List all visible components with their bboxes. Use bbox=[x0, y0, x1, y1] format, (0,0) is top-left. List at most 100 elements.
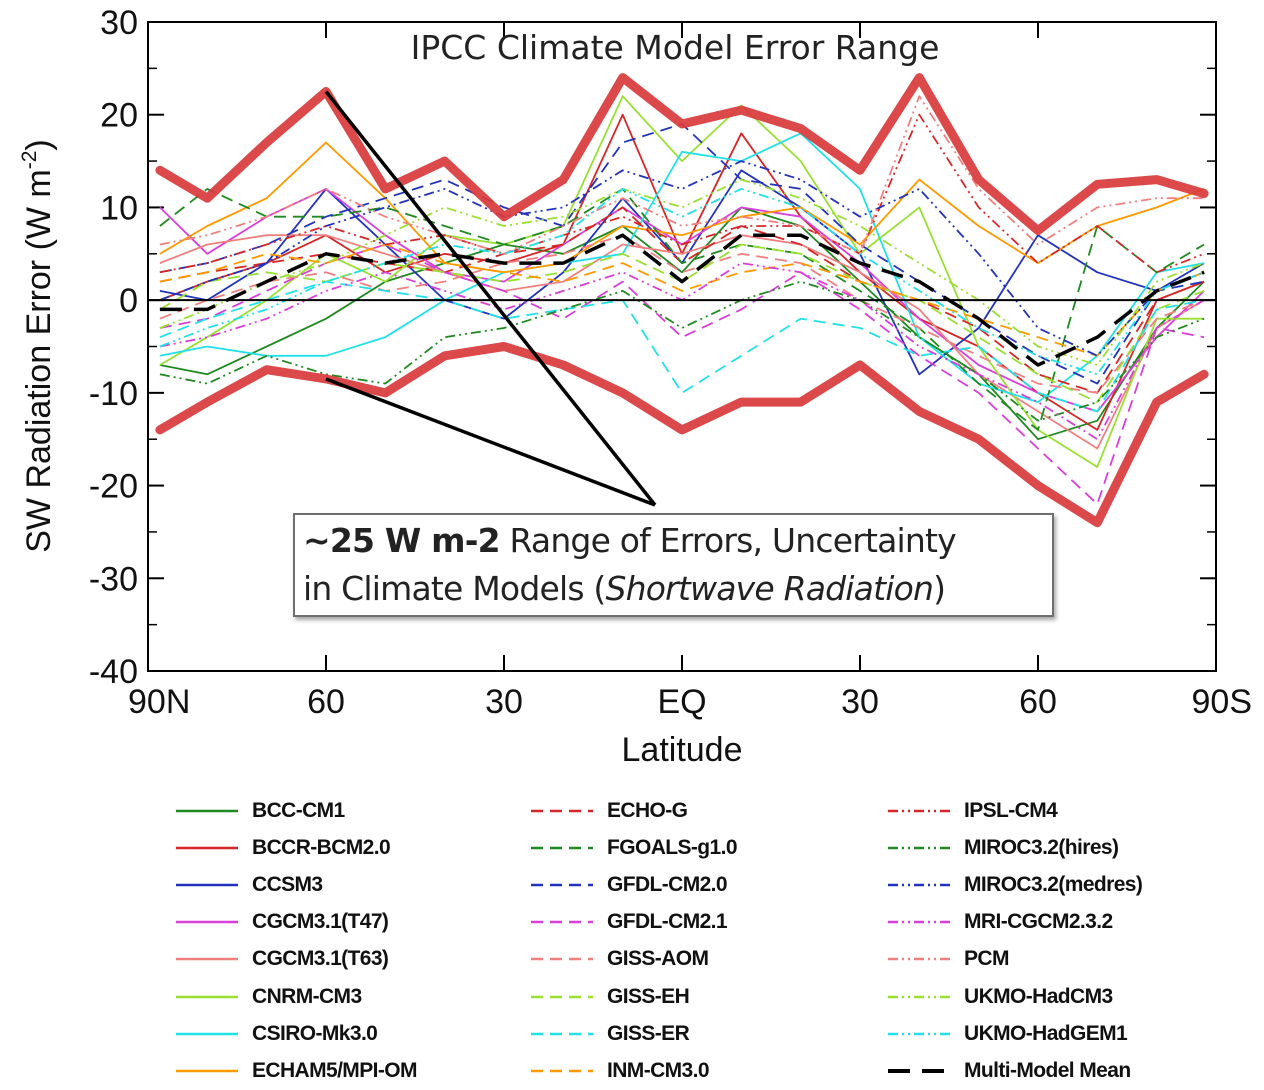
y-tick-label: -20 bbox=[89, 468, 138, 506]
y-tick-label: -30 bbox=[89, 560, 138, 598]
legend-label: MIROC3.2(medres) bbox=[964, 872, 1143, 896]
legend-swatch bbox=[531, 958, 593, 961]
legend-item: BCC-CM1 bbox=[176, 792, 531, 829]
legend-swatch bbox=[176, 809, 238, 812]
legend-swatch bbox=[531, 995, 593, 998]
x-tick-label: 30 bbox=[485, 683, 523, 721]
legend-label: CSIRO-Mk3.0 bbox=[252, 1021, 378, 1045]
y-tick-label: -10 bbox=[89, 375, 138, 413]
x-tick-label: 60 bbox=[1019, 683, 1057, 721]
series-line bbox=[159, 160, 1205, 357]
legend-item: CCSM3 bbox=[176, 866, 531, 903]
annotation-text: ~25 W m-2 Range of Errors, Uncertainty i… bbox=[303, 517, 1046, 613]
annotation-box: ~25 W m-2 Range of Errors, Uncertainty i… bbox=[293, 513, 1054, 617]
envelope-upper bbox=[155, 73, 1209, 236]
legend-label: ECHO-G bbox=[607, 798, 688, 822]
y-tick-label: 30 bbox=[100, 4, 138, 42]
legend-item: FGOALS-g1.0 bbox=[531, 829, 888, 866]
legend-label: INM-CM3.0 bbox=[607, 1058, 710, 1082]
legend-item: CGCM3.1(T47) bbox=[176, 904, 531, 941]
series-line bbox=[159, 243, 1205, 506]
x-tick-label: 90N bbox=[128, 683, 190, 721]
series-line bbox=[159, 233, 1205, 367]
y-axis-label-sup: -2 bbox=[18, 151, 41, 170]
legend-swatch bbox=[888, 1068, 950, 1073]
legend-label: GFDL-CM2.0 bbox=[607, 872, 728, 896]
legend-swatch bbox=[888, 883, 950, 887]
legend-item: MIROC3.2(hires) bbox=[888, 829, 1236, 866]
series-line bbox=[159, 187, 1205, 431]
legend-label: UKMO-HadGEM1 bbox=[964, 1021, 1128, 1045]
legend-swatch bbox=[176, 1032, 238, 1035]
x-axis-label: Latitude bbox=[622, 731, 743, 769]
legend-swatch bbox=[888, 958, 950, 961]
series-line bbox=[159, 132, 1205, 404]
legend-item: INM-CM3.0 bbox=[531, 1052, 888, 1089]
legend-swatch bbox=[176, 920, 238, 924]
legend-swatch bbox=[888, 1032, 950, 1035]
legend-label: BCCR-BCM2.0 bbox=[252, 835, 391, 859]
y-tick-label: -40 bbox=[89, 653, 138, 691]
y-axis-label-main: SW Radiation Error (W m bbox=[20, 169, 58, 553]
legend-item: Multi-Model Mean bbox=[888, 1052, 1236, 1089]
series-line bbox=[159, 234, 1205, 450]
legend-swatch bbox=[888, 809, 950, 812]
pointer-line-lower bbox=[325, 377, 656, 507]
legend-label: GISS-EH bbox=[607, 984, 690, 1008]
legend-item: GISS-EH bbox=[531, 978, 888, 1015]
legend-item: UKMO-HadCM3 bbox=[888, 978, 1236, 1015]
annotation-line2c: ) bbox=[933, 569, 946, 608]
legend-label: UKMO-HadCM3 bbox=[964, 984, 1113, 1008]
legend-swatch bbox=[531, 1032, 593, 1035]
legend: BCC-CM1 BCCR-BCM2.0 CCSM3 CGCM3.1(T47) CGCM3… bbox=[176, 792, 1236, 1088]
chart-title: IPCC Climate Model Error Range bbox=[411, 28, 940, 67]
annotation-line2b: Shortwave Radiation bbox=[605, 569, 934, 608]
legend-label: FGOALS-g1.0 bbox=[607, 835, 738, 859]
legend-swatch bbox=[888, 846, 950, 850]
y-axis-label-end: ) bbox=[20, 139, 58, 150]
annotation-line2a: in Climate Models ( bbox=[303, 569, 606, 608]
series-line bbox=[159, 113, 1205, 274]
envelope-lower bbox=[155, 342, 1209, 528]
legend-label: MIROC3.2(hires) bbox=[964, 835, 1119, 859]
legend-label: CCSM3 bbox=[252, 872, 323, 896]
legend-swatch bbox=[176, 995, 238, 998]
legend-item: CSIRO-Mk3.0 bbox=[176, 1015, 531, 1052]
legend-swatch bbox=[888, 995, 950, 998]
series-line bbox=[159, 243, 1205, 357]
legend-item: MRI-CGCM2.3.2 bbox=[888, 904, 1236, 941]
legend-label: CNRM-CM3 bbox=[252, 984, 362, 1008]
legend-item: MIROC3.2(medres) bbox=[888, 866, 1236, 903]
legend-swatch bbox=[176, 846, 238, 850]
series-line bbox=[159, 95, 1205, 255]
legend-label: GISS-ER bbox=[607, 1021, 690, 1045]
pointer-line-upper bbox=[324, 90, 657, 507]
legend-label: CGCM3.1(T47) bbox=[252, 910, 389, 934]
legend-label: ECHAM5/MPI-OM bbox=[252, 1058, 417, 1082]
legend-label: MRI-CGCM2.3.2 bbox=[964, 910, 1113, 934]
series-line bbox=[159, 234, 1205, 394]
series-layer bbox=[159, 95, 1205, 506]
annotation-pointers bbox=[324, 90, 657, 507]
legend-label: PCM bbox=[964, 947, 1009, 971]
legend-swatch bbox=[531, 809, 593, 812]
legend-item: BCCR-BCM2.0 bbox=[176, 829, 531, 866]
legend-item: GFDL-CM2.1 bbox=[531, 904, 888, 941]
annotation-line1: Range of Errors, Uncertainty bbox=[499, 521, 956, 560]
legend-item: ECHAM5/MPI-OM bbox=[176, 1052, 531, 1089]
series-line bbox=[159, 141, 1205, 274]
legend-label: IPSL-CM4 bbox=[964, 798, 1058, 822]
series-line bbox=[159, 280, 1205, 413]
y-tick-label: 20 bbox=[100, 97, 138, 135]
legend-item: CGCM3.1(T63) bbox=[176, 941, 531, 978]
legend-label: Multi-Model Mean bbox=[964, 1058, 1131, 1082]
legend-swatch bbox=[531, 846, 593, 850]
legend-swatch bbox=[531, 883, 593, 887]
legend-label: GFDL-CM2.1 bbox=[607, 910, 728, 934]
series-line bbox=[159, 206, 1205, 441]
x-tick-label: 30 bbox=[841, 683, 879, 721]
y-tick-label: 0 bbox=[119, 282, 138, 320]
x-tick-label: 60 bbox=[307, 683, 345, 721]
